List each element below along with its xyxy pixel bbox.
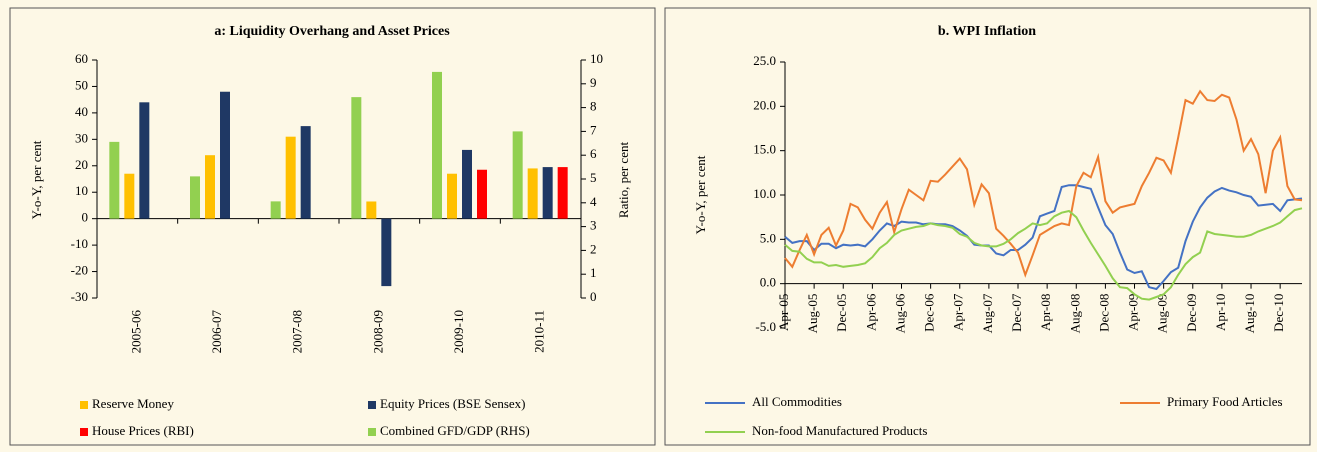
legend-label: Primary Food Articles xyxy=(1167,394,1283,409)
y-tick-label: 40 xyxy=(75,104,88,119)
bar xyxy=(139,102,150,219)
bar xyxy=(512,131,523,219)
x-tick-label: Apr-10 xyxy=(1213,294,1228,331)
y-tick-label: 0 xyxy=(82,210,89,225)
bar xyxy=(447,173,457,219)
legend-label: Non-food Manufactured Products xyxy=(752,423,927,438)
y-axis-label: Y-o-Y, per cent xyxy=(29,140,44,219)
y-axis-label: Y-o-Y, per cent xyxy=(693,155,708,234)
x-tick-label: 2007-08 xyxy=(290,310,305,353)
x-tick-label: 2005-06 xyxy=(128,310,143,354)
y2-axis-label: Ratio, per cent xyxy=(616,142,631,219)
y-tick-label: -10 xyxy=(71,236,88,251)
y-tick-label: -5.0 xyxy=(755,319,776,334)
x-tick-label: Apr-06 xyxy=(863,293,878,331)
x-tick-label: Aug-07 xyxy=(980,293,995,333)
bar xyxy=(285,136,296,219)
y2-tick-label: 7 xyxy=(590,122,597,137)
panel-b xyxy=(664,7,1311,446)
y2-tick-label: 8 xyxy=(590,99,597,114)
bar xyxy=(381,218,392,287)
x-tick-label: Dec-10 xyxy=(1271,294,1286,332)
x-tick-label: 2006-07 xyxy=(209,310,224,354)
bar xyxy=(124,173,135,219)
bar xyxy=(300,126,311,219)
bar xyxy=(477,169,487,219)
bar xyxy=(270,201,281,219)
bar xyxy=(351,97,362,219)
x-tick-label: Aug-06 xyxy=(892,293,907,333)
x-tick-label: 2010-11 xyxy=(532,310,547,353)
y2-tick-label: 3 xyxy=(590,218,597,233)
y-tick-label: 50 xyxy=(75,77,88,92)
bar xyxy=(205,155,215,219)
y2-tick-label: 1 xyxy=(590,265,597,280)
y2-tick-label: 0 xyxy=(590,289,597,304)
y-tick-label: 20 xyxy=(75,157,88,172)
x-tick-label: Aug-10 xyxy=(1242,294,1257,334)
x-tick-label: Aug-08 xyxy=(1067,294,1082,334)
line xyxy=(784,89,1303,278)
line xyxy=(784,184,1303,291)
bar xyxy=(220,91,230,219)
x-tick-label: 2009-10 xyxy=(451,310,466,353)
x-tick-label: Apr-08 xyxy=(1038,294,1053,331)
chart-title: a: Liquidity Overhang and Asset Prices xyxy=(214,24,450,39)
y-tick-label: 30 xyxy=(75,130,88,145)
y-tick-label: 0.0 xyxy=(760,275,776,290)
legend-label: All Commodities xyxy=(752,394,842,409)
y-tick-label: -20 xyxy=(71,263,88,278)
y-tick-label: 10.0 xyxy=(753,186,776,201)
x-tick-label: Apr-05 xyxy=(776,294,791,331)
x-tick-label: Aug-05 xyxy=(805,294,820,334)
x-tick-label: Dec-09 xyxy=(1184,294,1199,332)
bar xyxy=(366,201,377,219)
chart-title: b. WPI Inflation xyxy=(938,24,1036,39)
bar xyxy=(109,141,120,219)
legend-swatch xyxy=(80,428,88,436)
x-tick-label: Apr-09 xyxy=(1126,294,1141,331)
y-tick-label: 60 xyxy=(75,51,88,66)
y-tick-label: 25.0 xyxy=(753,53,776,68)
y2-tick-label: 4 xyxy=(590,194,597,209)
legend-label: Combined GFD/GDP (RHS) xyxy=(380,423,530,438)
y-tick-label: 20.0 xyxy=(753,97,776,112)
x-tick-label: Dec-08 xyxy=(1096,294,1111,332)
legend-swatch xyxy=(368,401,376,409)
bar xyxy=(542,167,553,219)
bar xyxy=(557,167,568,219)
bar xyxy=(432,71,442,219)
y-tick-label: 5.0 xyxy=(760,230,776,245)
x-tick-label: Dec-05 xyxy=(834,294,849,332)
bar xyxy=(462,149,472,219)
x-tick-label: Apr-07 xyxy=(951,293,966,331)
line xyxy=(784,207,1303,301)
legend-swatch xyxy=(368,428,376,436)
x-tick-label: Dec-06 xyxy=(922,293,937,332)
x-tick-label: 2008-09 xyxy=(370,310,385,353)
panel-a xyxy=(9,7,656,446)
y2-tick-label: 10 xyxy=(590,51,603,66)
y-tick-label: -30 xyxy=(71,289,88,304)
legend-swatch xyxy=(80,401,88,409)
bar xyxy=(527,168,538,219)
x-tick-label: Aug-09 xyxy=(1155,294,1170,334)
bar xyxy=(190,176,200,219)
legend-label: Reserve Money xyxy=(92,396,174,411)
y-tick-label: 15.0 xyxy=(753,142,776,157)
y2-tick-label: 2 xyxy=(590,241,597,256)
y2-tick-label: 9 xyxy=(590,75,597,90)
y2-tick-label: 6 xyxy=(590,146,597,161)
y-tick-label: 10 xyxy=(75,183,88,198)
x-tick-label: Dec-07 xyxy=(1009,293,1024,332)
legend-label: Equity Prices (BSE Sensex) xyxy=(380,396,526,411)
y2-tick-label: 5 xyxy=(590,170,597,185)
legend-label: House Prices (RBI) xyxy=(92,423,194,438)
